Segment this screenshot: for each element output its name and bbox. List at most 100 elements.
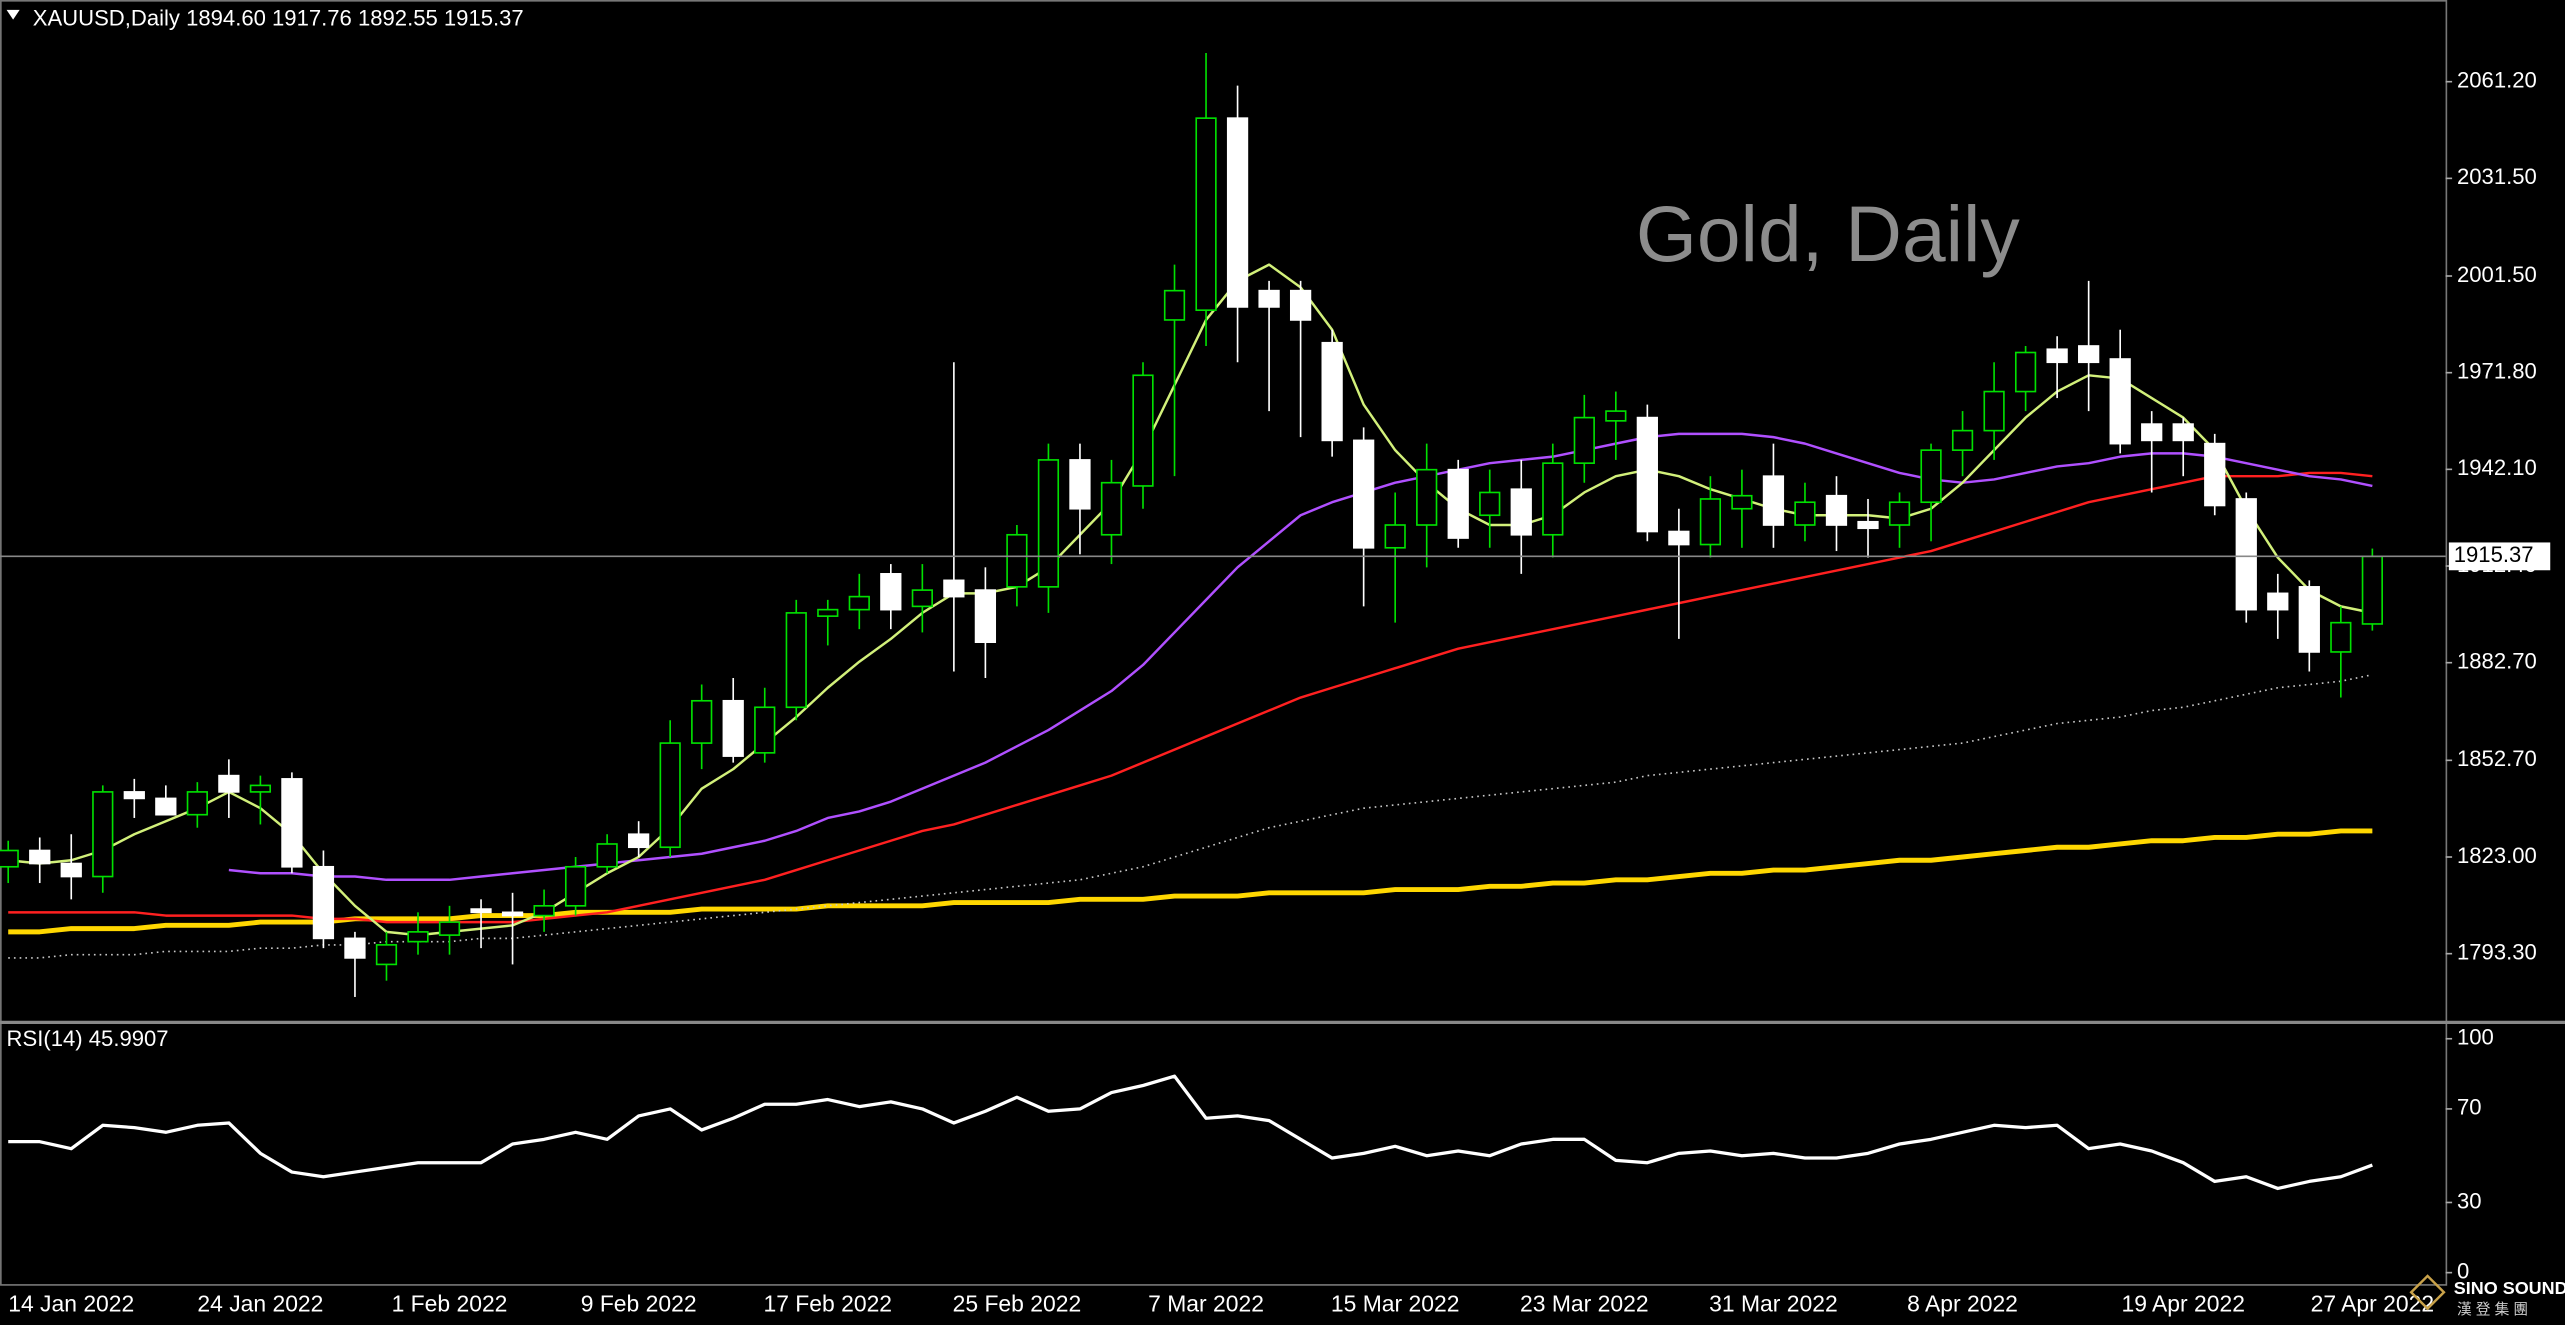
candle-body [1605,410,1627,422]
watermark: Gold, Daily [1636,190,2021,278]
plot-frame [0,0,2448,1286]
candle-body [2235,498,2257,611]
candle-body [848,595,870,611]
logo-text: SINO SOUND [2454,1278,2565,1298]
candle-body [533,905,555,917]
moving-average [8,471,2373,924]
candle-body [1888,501,1911,526]
bid-label: 1915.37 [2454,542,2534,567]
candle-body [880,573,902,611]
candle-body [1920,449,1942,504]
candle-body [943,579,965,598]
logo-icon [2409,1274,2446,1311]
candle-body [1289,289,1312,321]
candle-body [407,931,429,943]
rsi-line [8,1074,2373,1191]
y-tick-label: 2031.50 [2457,164,2537,189]
candle-body [785,612,807,709]
candle-body [501,911,524,917]
candle-body [29,849,51,865]
candle-body [1699,498,1722,546]
x-tick-label: 7 Mar 2022 [1148,1290,1264,1316]
candle-body [2204,442,2226,507]
candle-body [344,937,366,959]
candle-body [659,742,681,849]
candle-body [2141,423,2163,442]
candle-body [596,843,618,868]
x-tick-label: 9 Feb 2022 [581,1290,697,1316]
candle-body [1195,117,1217,312]
candle-body [1762,475,1785,526]
candle-body [1668,530,1690,546]
candle-body [754,706,776,754]
y-tick-label: 2001.50 [2457,262,2537,287]
candle-body [2046,348,2068,364]
candle-body [1416,468,1438,526]
moving-average [8,263,2373,937]
y-tick-label: 1823.00 [2457,843,2537,868]
candle-body [1163,289,1186,321]
candle-body [60,862,82,878]
x-tick-label: 23 Mar 2022 [1520,1290,1649,1316]
candle-body [1983,390,2005,432]
candle-body [1132,374,1154,487]
x-tick-label: 31 Mar 2022 [1709,1290,1838,1316]
x-tick-label: 19 Apr 2022 [2121,1290,2244,1316]
candle-body [375,944,398,966]
menu-triangle[interactable] [6,9,20,20]
candle-body [470,908,492,914]
candle-body [123,791,145,800]
x-tick-label: 17 Feb 2022 [763,1290,892,1316]
candle-body [0,849,19,868]
candle-body [974,589,997,644]
candle-body [817,608,839,617]
candle-body [155,797,177,816]
candle-body [2172,423,2194,442]
candle-body [1479,491,1501,517]
candle-body [628,833,650,849]
candle-body [1069,459,1091,510]
candle-body [1510,488,1532,536]
candle-body [1384,524,1406,549]
symbol-header: XAUUSD,Daily 1894.60 1917.76 1892.55 191… [33,5,524,30]
candle-body [1447,468,1469,539]
candle-body [2109,358,2131,445]
y-tick-label: 1882.70 [2457,649,2537,674]
y-tick-label: 1852.70 [2457,746,2537,771]
x-tick-label: 8 Apr 2022 [1907,1290,2018,1316]
x-tick-label: 27 Apr 2022 [2311,1290,2434,1316]
candle-body [1951,429,1974,451]
y-tick-label: 100 [2457,1025,2494,1050]
candle-body [2267,592,2289,611]
candle-body [2298,586,2320,653]
candle-body [1100,481,1123,536]
y-tick-label: 70 [2457,1095,2482,1120]
y-tick-label: 2061.20 [2457,68,2537,93]
candle-body [1573,416,1595,464]
candle-body [1794,501,1816,526]
x-tick-label: 15 Mar 2022 [1331,1290,1460,1316]
candle-body [722,699,744,757]
x-tick-label: 25 Feb 2022 [953,1290,1082,1316]
y-tick-label: 1793.30 [2457,940,2537,965]
candle-body [564,865,587,907]
candle-body [186,791,208,816]
candle-body [438,921,461,936]
rsi-title: RSI(14) 45.9907 [7,1026,169,1051]
y-tick-label: 1942.10 [2457,455,2537,480]
candle-body [1226,117,1249,308]
plot-area: 2061.202031.502001.501971.801942.101912.… [0,53,2551,1316]
candle-body [1353,439,1375,549]
x-tick-label: 14 Jan 2022 [8,1290,134,1316]
candle-body [911,589,933,608]
candle-body [1037,459,1060,588]
candle-body [2014,351,2037,393]
candle-body [2361,555,2383,625]
bid-label-box [2448,542,2551,571]
logo-subtext: 漢 登 集 團 [2457,1301,2528,1318]
candle-body [281,778,303,868]
y-tick-label: 1971.80 [2457,359,2537,384]
